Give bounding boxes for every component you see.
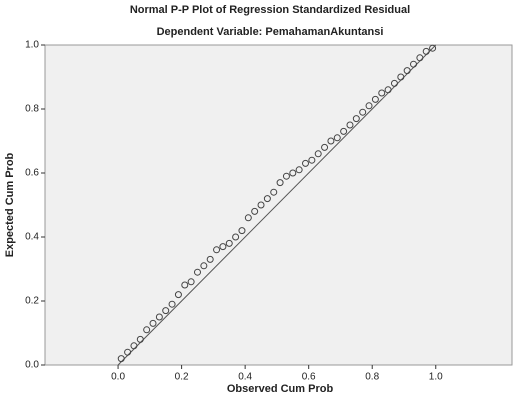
point xyxy=(257,201,265,209)
point xyxy=(124,348,132,356)
y-tick-label: 0.8 xyxy=(25,104,39,115)
point xyxy=(308,156,316,164)
point xyxy=(302,159,310,167)
y-tick-label: 1.0 xyxy=(25,40,39,51)
y-tick-label: 0.0 xyxy=(25,360,39,371)
point xyxy=(206,255,214,263)
point xyxy=(263,195,271,203)
chart-title: Normal P-P Plot of Regression Standardiz… xyxy=(130,4,410,16)
point xyxy=(295,166,303,174)
y-tick-label: 0.4 xyxy=(25,232,39,243)
y-tick-label: 0.2 xyxy=(25,296,39,307)
point xyxy=(314,150,322,158)
point xyxy=(289,169,297,177)
point xyxy=(346,121,354,129)
point xyxy=(232,233,240,241)
point xyxy=(403,67,411,75)
point xyxy=(397,73,405,81)
x-axis-label: Observed Cum Prob xyxy=(227,383,334,395)
point xyxy=(422,47,430,55)
x-tick-label: 0.4 xyxy=(238,372,252,383)
point xyxy=(149,319,157,327)
plot-area xyxy=(44,44,513,366)
point xyxy=(174,291,182,299)
point xyxy=(238,227,246,235)
point xyxy=(333,134,341,142)
point xyxy=(384,86,392,94)
point xyxy=(352,115,360,123)
point xyxy=(181,281,189,289)
point xyxy=(429,44,437,52)
chart-subtitle: Dependent Variable: PemahamanAkuntansi xyxy=(157,26,384,38)
x-tick-label: 1.0 xyxy=(429,372,443,383)
point xyxy=(187,278,195,286)
point xyxy=(162,307,170,315)
point xyxy=(251,207,259,215)
point xyxy=(270,188,278,196)
point xyxy=(136,335,144,343)
point xyxy=(327,137,335,145)
y-axis-label: Expected Cum Prob xyxy=(4,152,16,257)
point xyxy=(416,54,424,62)
x-tick-label: 0.2 xyxy=(175,372,189,383)
reference-line xyxy=(117,44,437,366)
point xyxy=(143,326,151,334)
x-tick-label: 0.0 xyxy=(111,372,125,383)
point xyxy=(219,243,227,251)
point xyxy=(365,102,373,110)
point xyxy=(276,179,284,187)
x-tick-label: 0.6 xyxy=(302,372,316,383)
point xyxy=(213,246,221,254)
point xyxy=(168,300,176,308)
point xyxy=(410,60,418,68)
point xyxy=(359,108,367,116)
point xyxy=(371,95,379,103)
point xyxy=(130,342,138,350)
point xyxy=(225,239,233,247)
point xyxy=(200,262,208,270)
point xyxy=(321,143,329,151)
point xyxy=(193,268,201,276)
y-tick-label: 0.6 xyxy=(25,168,39,179)
point xyxy=(117,355,125,363)
point xyxy=(244,214,252,222)
point xyxy=(282,172,290,180)
point xyxy=(390,79,398,87)
point xyxy=(155,313,163,321)
point xyxy=(340,127,348,135)
point xyxy=(378,89,386,97)
x-tick-label: 0.8 xyxy=(365,372,379,383)
